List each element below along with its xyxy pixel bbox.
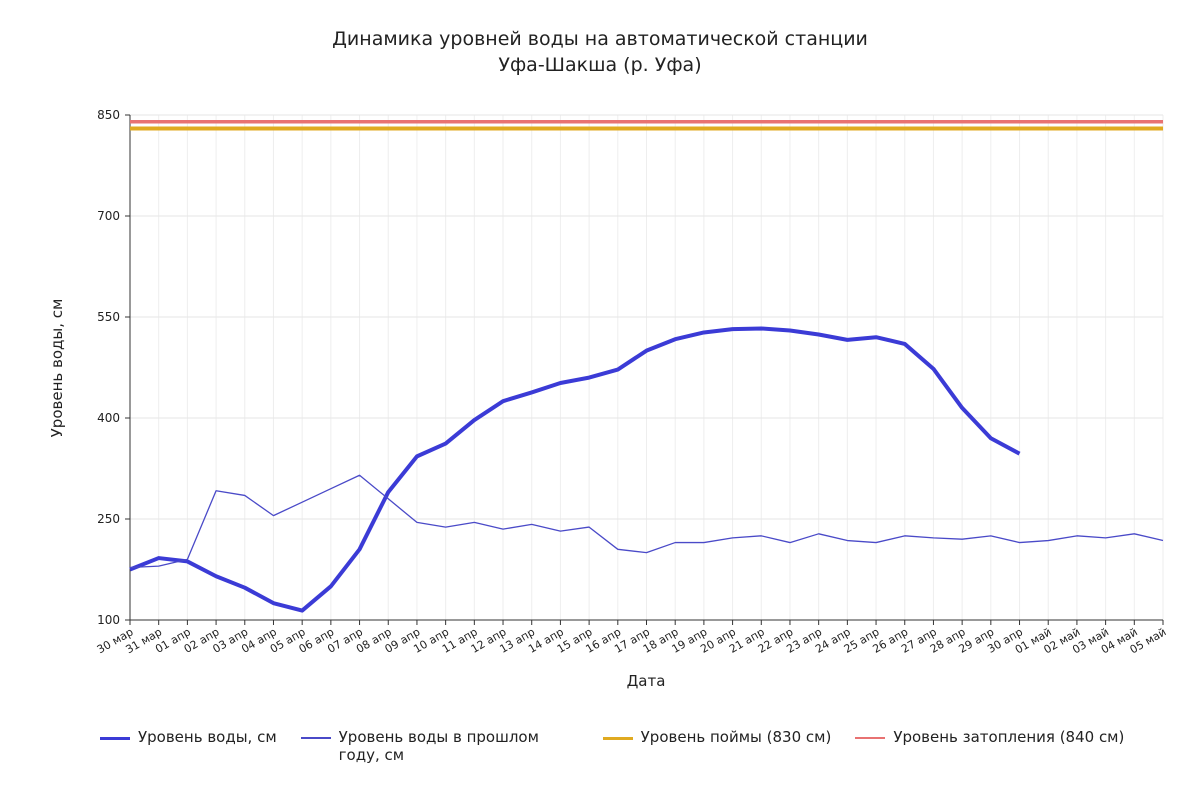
y-tick-label: 100 bbox=[97, 613, 120, 627]
legend-label: Уровень воды в прошлом году, см bbox=[338, 728, 539, 764]
legend-swatch bbox=[100, 737, 130, 740]
legend-item: Уровень воды в прошлом году, см bbox=[300, 728, 579, 764]
x-axis-label: Дата bbox=[627, 672, 666, 690]
series-line bbox=[129, 326, 1021, 613]
legend: Уровень воды, см Уровень воды в прошлом г… bbox=[100, 728, 1124, 764]
legend-swatch bbox=[300, 737, 331, 739]
legend-item: Уровень поймы (830 см) bbox=[602, 728, 832, 764]
chart: Динамика уровней воды на автоматической … bbox=[48, 28, 1169, 690]
legend-label: Уровень воды, см bbox=[138, 728, 277, 746]
chart-title: Динамика уровней воды на автоматической … bbox=[332, 28, 868, 50]
chart-title: Уфа-Шакша (р. Уфа) bbox=[498, 54, 701, 76]
legend-label: Уровень затопления (840 см) bbox=[893, 728, 1125, 746]
series-line bbox=[129, 474, 1164, 569]
y-tick-label: 850 bbox=[97, 108, 120, 122]
legend-label: Уровень поймы (830 см) bbox=[640, 728, 832, 746]
y-tick-label: 250 bbox=[97, 512, 120, 526]
legend-item: Уровень воды, см bbox=[100, 728, 277, 764]
y-tick-label: 700 bbox=[97, 209, 120, 223]
y-tick-label: 400 bbox=[97, 411, 120, 425]
y-axis-label: Уровень воды, см bbox=[48, 299, 66, 438]
legend-swatch bbox=[855, 737, 886, 739]
y-tick-label: 550 bbox=[97, 310, 120, 324]
legend-swatch bbox=[602, 737, 633, 740]
legend-item: Уровень затопления (840 см) bbox=[855, 728, 1124, 764]
